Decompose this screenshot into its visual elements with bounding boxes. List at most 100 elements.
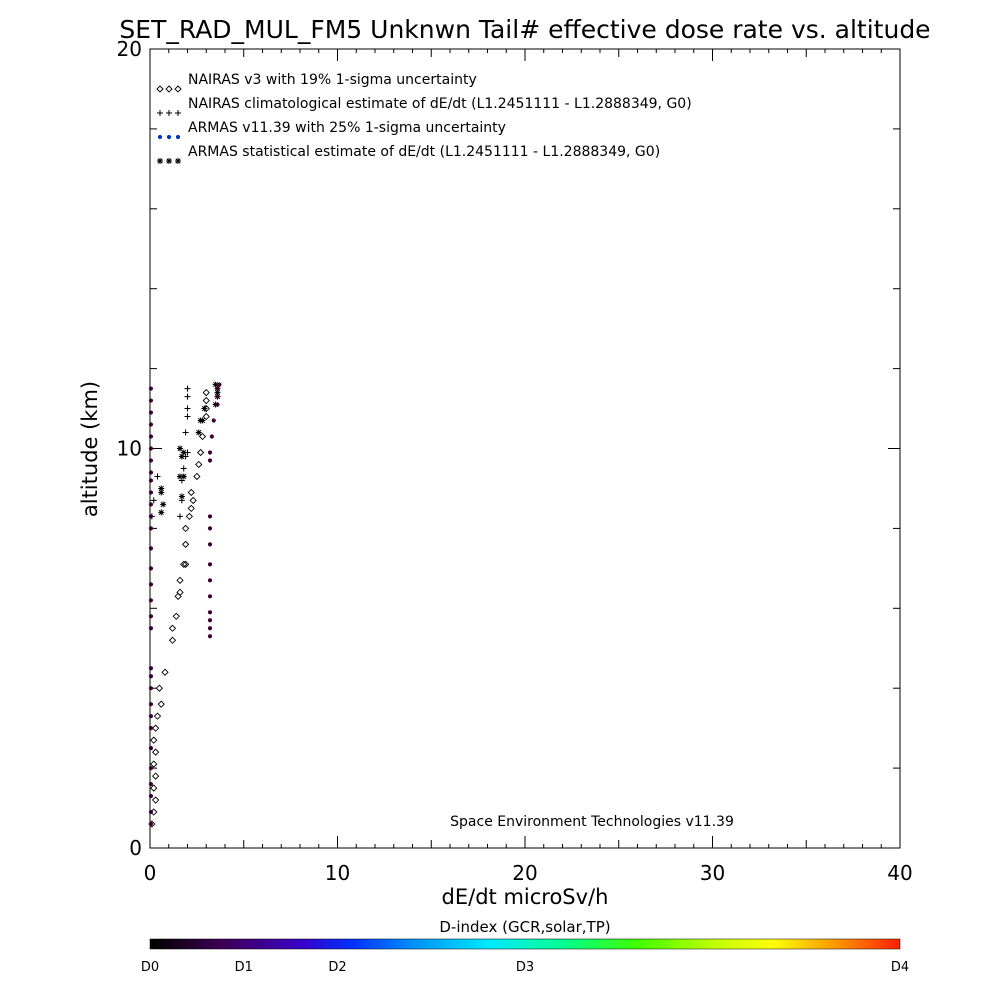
data-point bbox=[180, 473, 187, 480]
data-point bbox=[150, 784, 158, 792]
data-point bbox=[180, 560, 188, 568]
data-point bbox=[212, 381, 219, 388]
legend-marker bbox=[157, 134, 163, 140]
data-point bbox=[148, 446, 154, 451]
y-tick-label: 0 bbox=[129, 836, 142, 860]
data-point bbox=[181, 540, 190, 549]
legend-marker bbox=[157, 110, 163, 116]
x-tick-label: 20 bbox=[512, 861, 537, 885]
data-point bbox=[202, 412, 210, 421]
data-point bbox=[150, 760, 158, 768]
data-point bbox=[148, 398, 154, 403]
data-points bbox=[148, 381, 222, 828]
axis-ticks: 0 10 20 30 40 0 10 20 bbox=[117, 37, 913, 885]
data-point bbox=[215, 402, 220, 407]
data-point bbox=[176, 588, 184, 596]
data-point bbox=[151, 748, 160, 756]
data-point bbox=[148, 458, 154, 463]
data-point bbox=[148, 470, 154, 475]
data-point bbox=[148, 598, 154, 603]
data-point bbox=[148, 666, 154, 671]
data-point bbox=[148, 434, 154, 439]
data-point bbox=[178, 493, 185, 500]
data-point bbox=[187, 504, 195, 513]
data-point bbox=[207, 562, 213, 567]
data-point bbox=[161, 668, 169, 676]
data-point bbox=[207, 542, 213, 547]
data-point bbox=[177, 473, 183, 480]
data-point bbox=[181, 560, 190, 568]
data-point bbox=[155, 684, 164, 692]
data-point bbox=[148, 714, 154, 719]
colorbar-labels: D0 D1 D2 D3 D4 bbox=[141, 960, 909, 975]
data-point bbox=[177, 513, 183, 520]
data-point bbox=[184, 413, 191, 420]
data-point bbox=[158, 509, 165, 516]
legend-label: NAIRAS v3 with 19% 1-sigma uncertainty bbox=[188, 72, 477, 88]
data-point bbox=[180, 465, 187, 472]
data-point bbox=[180, 449, 187, 456]
data-point bbox=[150, 736, 158, 744]
colorbar-label: D2 bbox=[328, 960, 346, 975]
plot-frame bbox=[149, 48, 901, 849]
data-point bbox=[151, 772, 160, 780]
data-point bbox=[160, 501, 167, 508]
data-point bbox=[153, 712, 162, 720]
data-point bbox=[178, 453, 185, 460]
data-point bbox=[148, 781, 154, 787]
data-point bbox=[148, 410, 154, 415]
data-point bbox=[207, 626, 213, 631]
y-tick-label: 20 bbox=[117, 37, 142, 61]
data-point bbox=[207, 634, 213, 639]
legend-label: ARMAS statistical estimate of dE/dt (L1.… bbox=[188, 144, 660, 160]
data-point bbox=[148, 821, 154, 827]
data-point bbox=[158, 485, 165, 492]
data-point bbox=[177, 445, 183, 452]
data-point bbox=[148, 702, 154, 707]
y-axis-label: altitude (km) bbox=[78, 381, 102, 517]
data-point bbox=[151, 724, 160, 732]
data-point bbox=[184, 405, 191, 412]
colorbar-label: D4 bbox=[891, 960, 909, 975]
data-point bbox=[148, 422, 154, 427]
legend-marker bbox=[156, 85, 164, 93]
y-tick-label: 10 bbox=[117, 437, 142, 461]
x-tick-label: 0 bbox=[144, 861, 157, 885]
data-point bbox=[215, 386, 220, 391]
legend-label: NAIRAS climatological estimate of dE/dt … bbox=[188, 96, 692, 112]
x-tick-label: 30 bbox=[700, 861, 725, 885]
data-point bbox=[148, 490, 154, 495]
data-point bbox=[148, 674, 154, 679]
data-point bbox=[215, 394, 220, 399]
data-point bbox=[207, 450, 213, 455]
data-point bbox=[148, 726, 154, 731]
data-point bbox=[193, 472, 201, 481]
data-point bbox=[148, 582, 154, 587]
x-axis-label: dE/dt microSv/h bbox=[442, 885, 609, 909]
data-point bbox=[207, 458, 213, 463]
data-point bbox=[184, 385, 191, 392]
legend-marker bbox=[166, 110, 172, 116]
data-point bbox=[168, 636, 177, 644]
data-point bbox=[148, 386, 154, 391]
data-point bbox=[176, 576, 184, 584]
data-point bbox=[172, 612, 180, 620]
data-point bbox=[196, 448, 205, 457]
legend-marker bbox=[165, 85, 173, 93]
data-point bbox=[148, 478, 154, 483]
colorbar-label: D0 bbox=[141, 960, 159, 975]
legend-marker bbox=[157, 158, 163, 164]
data-point bbox=[148, 766, 154, 771]
data-point bbox=[148, 566, 154, 571]
data-point bbox=[168, 624, 177, 632]
data-point bbox=[174, 592, 182, 600]
legend-marker bbox=[175, 110, 181, 116]
colorbar-title: D-index (GCR,solar,TP) bbox=[439, 918, 610, 936]
data-point bbox=[148, 809, 154, 815]
data-point bbox=[199, 417, 206, 424]
legend-marker bbox=[175, 158, 181, 164]
data-point bbox=[202, 388, 210, 397]
colorbar bbox=[149, 938, 901, 950]
chart-title: SET_RAD_MUL_FM5 Unknwn Tail# effective d… bbox=[119, 15, 930, 44]
